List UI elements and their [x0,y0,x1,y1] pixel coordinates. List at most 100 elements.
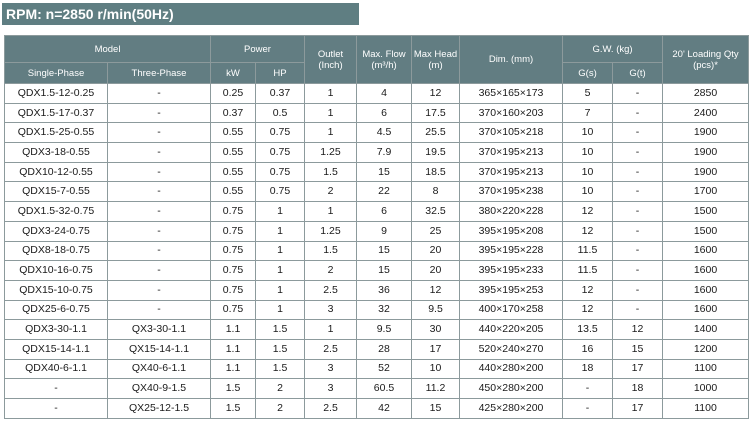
cell-loading-qty: 1100 [662,398,749,419]
cell-single-phase-model: QDX3-18-0.55 [4,142,108,163]
cell-weight-gt: - [612,181,663,203]
cell-max-flow: 52 [356,358,412,380]
cell-weight-gt: - [612,299,663,321]
cell-dimensions: 370×195×238 [459,181,563,203]
table-row: - QX40-9-1.5 1.5 2 3 60.5 11.2 450×280×200-18 10… [4,378,749,399]
cell-outlet-inch: 1 [304,201,357,222]
cell-dimensions: 440×220×205 [459,319,563,340]
cell-power-kw: 0.75 [210,299,256,321]
cell-weight-gt: 17 [612,358,663,380]
cell-outlet-inch: 1.5 [304,161,357,183]
cell-weight-gs: 10 [562,181,613,203]
cell-dimensions: 450×280×200 [459,378,563,399]
cell-power-kw: 0.75 [210,260,256,281]
header-max-head: Max Head (m) [411,35,460,84]
cell-loading-qty: 1900 [662,161,749,183]
cell-outlet-inch: 3 [304,299,357,321]
rpm-banner: RPM: n=2850 r/min(50Hz) [2,3,359,25]
table-row: QDX40-6-1.1 QX40-6-1.1 1.1 1.5 3 52 10 440×280×… [4,358,749,380]
cell-three-phase-model: - [107,83,211,104]
cell-single-phase-model: - [4,398,108,419]
cell-power-hp: 1 [255,299,305,321]
cell-single-phase-model: QDX1.5-25-0.55 [4,122,108,144]
cell-outlet-inch: 1 [304,319,357,340]
cell-three-phase-model: - [107,181,211,203]
cell-outlet-inch: 1.25 [304,142,357,163]
cell-loading-qty: 1500 [662,220,749,242]
cell-max-flow: 28 [356,338,412,360]
cell-weight-gt: - [612,83,663,104]
cell-power-kw: 1.5 [210,378,256,399]
cell-weight-gs: 12 [562,201,613,222]
cell-loading-qty: 1500 [662,201,749,222]
table-row: QDX15-14-1.1 QX15-14-1.1 1.1 1.5 2.5 28 17 520×… [4,338,749,360]
cell-weight-gt: - [612,102,663,124]
header-max-flow: Max. Flow (m³/h) [356,35,412,84]
cell-three-phase-model: QX3-30-1.1 [107,319,211,340]
cell-max-head: 12 [411,279,460,301]
cell-weight-gs: 10 [562,122,613,144]
cell-three-phase-model: QX15-14-1.1 [107,338,211,360]
cell-power-kw: 0.75 [210,220,256,242]
cell-power-kw: 1.1 [210,338,256,360]
cell-power-hp: 2 [255,398,305,419]
cell-weight-gt: 18 [612,378,663,399]
cell-max-head: 20 [411,240,460,262]
cell-max-head: 19.5 [411,142,460,163]
cell-outlet-inch: 1.25 [304,220,357,242]
cell-weight-gs: - [562,398,613,419]
cell-weight-gt: 17 [612,398,663,419]
cell-three-phase-model: QX25-12-1.5 [107,398,211,419]
cell-single-phase-model: QDX1.5-32-0.75 [4,201,108,222]
cell-loading-qty: 1600 [662,279,749,301]
cell-single-phase-model: QDX15-10-0.75 [4,279,108,301]
cell-single-phase-model: QDX10-12-0.55 [4,161,108,183]
cell-three-phase-model: - [107,201,211,222]
header-loading-qty: 20' Loading Qty (pcs)* [662,35,749,84]
cell-weight-gt: - [612,161,663,183]
cell-dimensions: 400×170×258 [459,299,563,321]
cell-three-phase-model: - [107,161,211,183]
cell-loading-qty: 1100 [662,358,749,380]
cell-power-hp: 1 [255,201,305,222]
cell-loading-qty: 2400 [662,102,749,124]
table-row: QDX8-18-0.75-0.75 1 1.5 15 20 395×195×228 11.5… [4,240,749,262]
cell-dimensions: 370×160×203 [459,102,563,124]
cell-max-flow: 32 [356,299,412,321]
cell-three-phase-model: - [107,220,211,242]
header-dimensions: Dim. (mm) [459,35,563,84]
cell-weight-gt: 12 [612,319,663,340]
cell-dimensions: 395×195×233 [459,260,563,281]
cell-max-head: 17 [411,338,460,360]
table-row: QDX3-30-1.1 QX3-30-1.1 1.1 1.5 1 9.5 30 440×220… [4,319,749,340]
cell-power-hp: 1.5 [255,319,305,340]
cell-weight-gs: 16 [562,338,613,360]
cell-outlet-inch: 1.5 [304,240,357,262]
cell-max-flow: 4 [356,83,412,104]
cell-outlet-inch: 2.5 [304,338,357,360]
cell-dimensions: 370×195×213 [459,161,563,183]
cell-max-flow: 60.5 [356,378,412,399]
cell-weight-gs: 11.5 [562,240,613,262]
cell-power-kw: 0.55 [210,122,256,144]
cell-weight-gs: 11.5 [562,260,613,281]
cell-max-flow: 6 [356,102,412,124]
cell-weight-gt: - [612,122,663,144]
table-row: QDX10-12-0.55-0.55 0.75 1.5 15 18.5 370×195×2… [4,161,749,183]
cell-max-flow: 7.9 [356,142,412,163]
cell-power-kw: 1.1 [210,358,256,380]
header-three-phase: Three-Phase [107,62,211,84]
cell-loading-qty: 1000 [662,378,749,399]
cell-three-phase-model: - [107,299,211,321]
cell-weight-gs: 12 [562,279,613,301]
cell-dimensions: 440×280×200 [459,358,563,380]
cell-power-kw: 0.75 [210,279,256,301]
cell-three-phase-model: - [107,260,211,281]
cell-dimensions: 365×165×173 [459,83,563,104]
cell-weight-gt: - [612,220,663,242]
cell-weight-gt: - [612,260,663,281]
cell-loading-qty: 1900 [662,142,749,163]
cell-max-head: 18.5 [411,161,460,183]
cell-power-kw: 0.37 [210,102,256,124]
cell-single-phase-model: QDX1.5-12-0.25 [4,83,108,104]
